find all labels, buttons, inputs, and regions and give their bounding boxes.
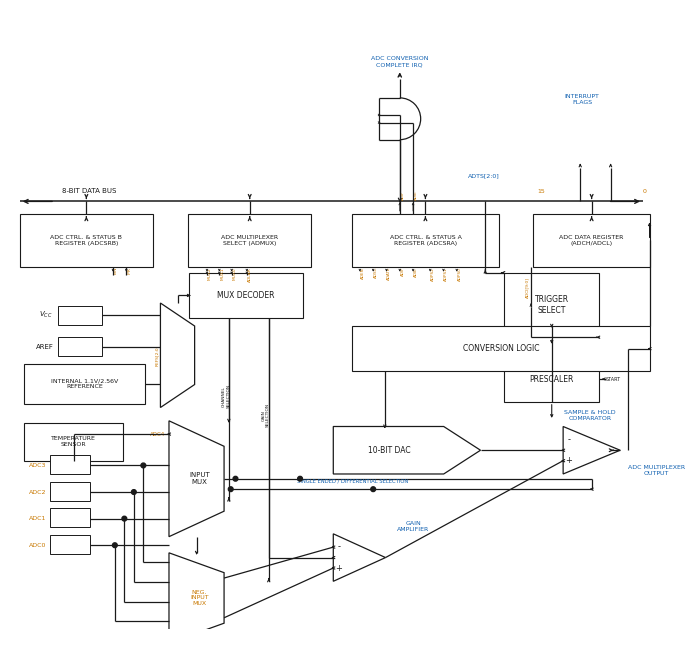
Text: ADC MULTIPLEXER
OUTPUT: ADC MULTIPLEXER OUTPUT [628, 465, 685, 475]
Text: ADIE: ADIE [414, 190, 418, 199]
Text: INTERRUPT
FLAGS: INTERRUPT FLAGS [565, 94, 599, 105]
Circle shape [228, 487, 233, 491]
FancyBboxPatch shape [51, 508, 90, 527]
Text: ADSC: ADSC [374, 267, 378, 279]
FancyBboxPatch shape [504, 273, 599, 337]
Text: ADPS1: ADPS1 [444, 267, 448, 281]
FancyBboxPatch shape [51, 455, 90, 474]
FancyBboxPatch shape [24, 422, 123, 461]
FancyBboxPatch shape [533, 213, 650, 267]
FancyBboxPatch shape [20, 213, 153, 267]
Text: REFS[2:0]: REFS[2:0] [154, 344, 158, 366]
Text: IPR: IPR [127, 267, 131, 274]
Text: ADPS2: ADPS2 [431, 267, 435, 281]
Text: PRESCALER: PRESCALER [529, 375, 574, 384]
Text: ADCI[9:0]: ADCI[9:0] [525, 277, 529, 298]
Text: 0: 0 [643, 189, 647, 194]
Text: MUX0: MUX0 [233, 267, 237, 279]
Text: SINGLE ENDED / DIFFERENTIAL SELECTION: SINGLE ENDED / DIFFERENTIAL SELECTION [297, 479, 408, 484]
FancyBboxPatch shape [24, 364, 145, 404]
Text: START: START [606, 377, 621, 381]
Text: ADC DATA REGISTER
(ADCH/ADCL): ADC DATA REGISTER (ADCH/ADCL) [559, 235, 623, 246]
Text: NEG.
INPUT
MUX: NEG. INPUT MUX [190, 590, 208, 606]
FancyBboxPatch shape [504, 356, 599, 402]
Circle shape [122, 516, 127, 521]
Polygon shape [169, 553, 224, 643]
Circle shape [131, 490, 136, 495]
Text: ADATE: ADATE [388, 267, 392, 281]
Circle shape [371, 487, 376, 491]
Text: ADC4: ADC4 [150, 432, 165, 437]
Circle shape [113, 543, 117, 548]
Text: CONVERSION LOGIC: CONVERSION LOGIC [463, 344, 539, 353]
Polygon shape [334, 534, 385, 581]
Text: GAIN
AMPLIFIER: GAIN AMPLIFIER [397, 521, 429, 531]
Text: MUX1: MUX1 [220, 267, 224, 279]
Text: +: + [565, 456, 572, 465]
FancyBboxPatch shape [352, 213, 500, 267]
Text: ADC1: ADC1 [29, 516, 46, 521]
Text: ADC2: ADC2 [29, 490, 46, 495]
FancyBboxPatch shape [58, 337, 102, 356]
Polygon shape [161, 303, 194, 408]
Text: -: - [567, 435, 570, 444]
Text: $V_{CC}$: $V_{CC}$ [39, 310, 52, 321]
Text: ADPS0: ADPS0 [457, 267, 462, 281]
Text: AREF: AREF [36, 344, 54, 350]
Text: 15: 15 [538, 189, 545, 194]
Text: ADIF: ADIF [401, 190, 405, 199]
Text: ADTS[2:0]: ADTS[2:0] [468, 174, 500, 178]
FancyBboxPatch shape [189, 273, 303, 318]
Text: 10-BIT DAC: 10-BIT DAC [368, 446, 410, 455]
Text: ADC CTRL. & STATUS A
REGISTER (ADCSRA): ADC CTRL. & STATUS A REGISTER (ADCSRA) [390, 235, 462, 246]
Text: SAMPLE & HOLD
COMPARATOR: SAMPLE & HOLD COMPARATOR [564, 410, 616, 421]
Text: ADC MULTIPLEXER
SELECT (ADMUX): ADC MULTIPLEXER SELECT (ADMUX) [221, 235, 278, 246]
Circle shape [141, 463, 146, 468]
Text: 8-BIT DATA BUS: 8-BIT DATA BUS [62, 188, 116, 194]
Text: ADLAR: ADLAR [248, 267, 252, 282]
Text: BIN: BIN [114, 267, 118, 274]
FancyBboxPatch shape [352, 326, 650, 372]
Polygon shape [563, 426, 620, 474]
Text: ADIF: ADIF [401, 267, 405, 277]
Polygon shape [169, 421, 224, 537]
Text: ADIE: ADIE [414, 267, 418, 277]
Text: ADC CONVERSION
COMPLETE IRQ: ADC CONVERSION COMPLETE IRQ [371, 56, 428, 67]
Text: ADC3: ADC3 [29, 463, 46, 468]
Text: ADC CTRL. & STATUS B
REGISTER (ADCSRB): ADC CTRL. & STATUS B REGISTER (ADCSRB) [51, 235, 122, 246]
FancyBboxPatch shape [51, 535, 90, 554]
Text: MUX2: MUX2 [208, 267, 212, 279]
Text: -: - [338, 542, 340, 551]
Text: INTERNAL 1.1V/2.56V
REFERENCE: INTERNAL 1.1V/2.56V REFERENCE [51, 379, 118, 389]
FancyBboxPatch shape [51, 482, 90, 501]
Circle shape [298, 477, 302, 481]
Polygon shape [334, 426, 480, 474]
Text: ADC0: ADC0 [29, 542, 46, 548]
FancyBboxPatch shape [58, 306, 102, 325]
Text: MUX DECODER: MUX DECODER [217, 291, 275, 300]
FancyBboxPatch shape [188, 213, 311, 267]
Text: GAIN
SELECTION: GAIN SELECTION [262, 403, 270, 427]
Text: ADEN: ADEN [361, 267, 365, 279]
Text: CHANNEL
SELECTION: CHANNEL SELECTION [221, 384, 230, 408]
Text: INPUT
MUX: INPUT MUX [189, 472, 210, 485]
Text: TRIGGER
SELECT: TRIGGER SELECT [535, 295, 569, 315]
Text: +: + [336, 564, 343, 573]
Text: TEMPERATURE
SENSOR: TEMPERATURE SENSOR [51, 436, 96, 447]
Circle shape [233, 477, 238, 481]
